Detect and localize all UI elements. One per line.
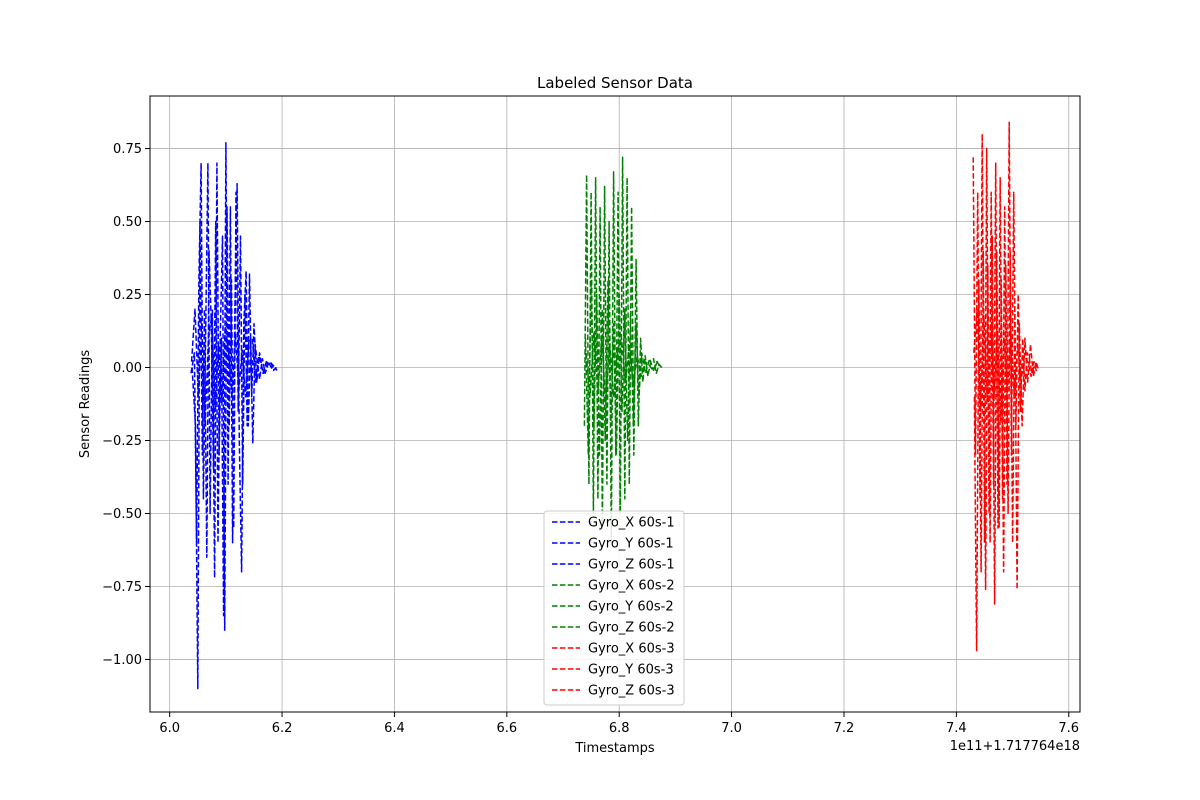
- legend-label-gyro-x-60s-2: Gyro_X 60s-2: [588, 579, 675, 594]
- x-tick-label: 7.4: [946, 721, 967, 736]
- y-tick-label: −0.25: [102, 434, 142, 449]
- legend-label-gyro-x-60s-3: Gyro_X 60s-3: [588, 642, 675, 657]
- x-tick-label: 6.0: [159, 721, 180, 736]
- legend-frame: [543, 510, 685, 706]
- y-tick-label: 0.50: [113, 215, 142, 230]
- legend: Gyro_X 60s-1 Gyro_Y 60s-1 Gyro_Z 60s-1 Gyro…: [543, 510, 685, 706]
- y-axis-label: Sensor Readings: [78, 350, 93, 458]
- y-tick-label: 0.00: [113, 361, 142, 376]
- x-tick-label: 7.2: [834, 721, 855, 736]
- y-tick-label: −0.75: [102, 580, 142, 595]
- legend-label-gyro-y-60s-3: Gyro_Y 60s-3: [588, 663, 674, 678]
- x-tick-label: 6.2: [272, 721, 293, 736]
- y-axis: 0.75 0.50 0.25 0.00 −0.25 −0.50 −0.75 −1.00: [102, 142, 150, 668]
- y-tick-label: 0.75: [113, 142, 142, 157]
- series-line-gyro-x-60s-1: [190, 141, 277, 617]
- x-axis-label: Timestamps: [574, 741, 655, 756]
- y-tick-label: −0.50: [102, 507, 142, 522]
- plot-frame: [149, 95, 1081, 713]
- series-line-gyro-z-60s-2: [585, 331, 662, 404]
- x-tick-label: 6.6: [496, 721, 517, 736]
- x-axis-offset-label: 1e11+1.717764e18: [950, 739, 1080, 754]
- series-line-gyro-z-60s-3: [973, 308, 1039, 421]
- legend-label-gyro-y-60s-1: Gyro_Y 60s-1: [588, 537, 674, 552]
- legend-label-gyro-z-60s-3: Gyro_Z 60s-3: [588, 684, 675, 699]
- x-tick-label: 6.8: [609, 721, 630, 736]
- series-line-gyro-y-60s-1: [191, 191, 277, 690]
- series-line-gyro-z-60s-1: [190, 308, 278, 427]
- legend-label-gyro-z-60s-1: Gyro_Z 60s-1: [588, 558, 675, 573]
- x-tick-label: 7.0: [721, 721, 742, 736]
- chart-title: Labeled Sensor Data: [537, 74, 693, 92]
- legend-label-gyro-x-60s-1: Gyro_X 60s-1: [588, 516, 675, 531]
- x-axis: 6.0 6.2 6.4 6.6 6.8 7.0 7.2 7.4 7.6: [159, 712, 1079, 736]
- y-tick-label: −1.00: [102, 653, 142, 668]
- series-layer: [190, 121, 1040, 690]
- y-tick-label: 0.25: [113, 288, 142, 303]
- x-tick-label: 6.4: [384, 721, 405, 736]
- legend-label-gyro-z-60s-2: Gyro_Z 60s-2: [588, 621, 675, 636]
- series-line-gyro-y-60s-2: [584, 279, 663, 456]
- legend-label-gyro-y-60s-2: Gyro_Y 60s-2: [588, 600, 674, 615]
- x-tick-label: 7.6: [1058, 721, 1079, 736]
